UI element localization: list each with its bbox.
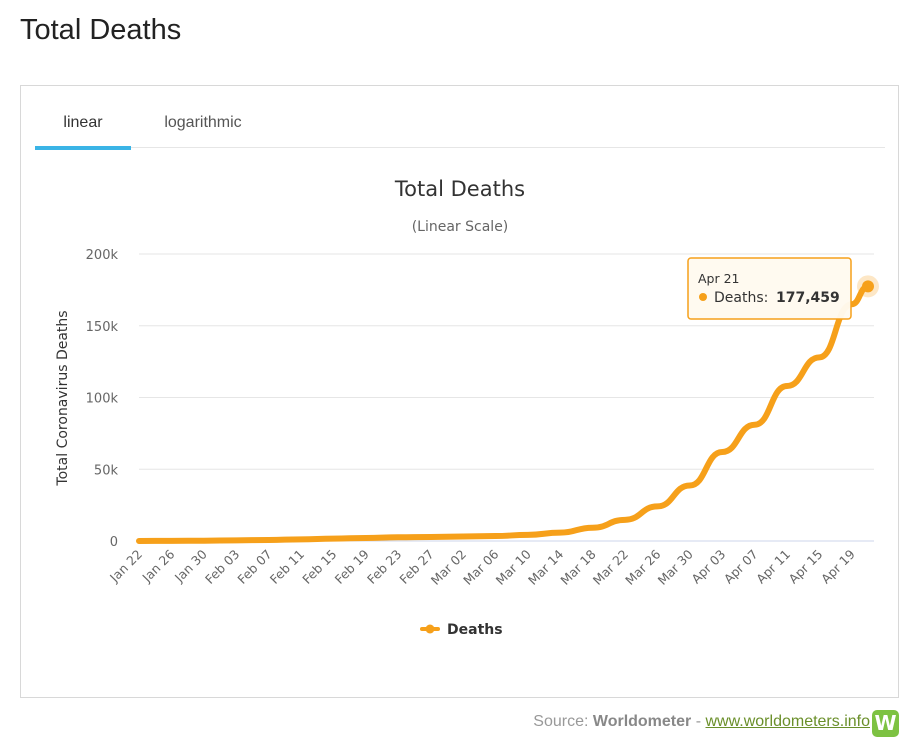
x-tick-label: Mar 18	[557, 546, 598, 587]
x-tick-label: Mar 30	[655, 546, 696, 587]
source-separator: -	[695, 713, 702, 730]
y-axis-ticks: 0 50k 100k 150k 200k	[86, 248, 119, 550]
x-tick-label: Jan 22	[106, 547, 145, 586]
page-title: Total Deaths	[20, 14, 182, 46]
x-tick-label: Mar 10	[493, 546, 534, 587]
x-tick-label: Feb 03	[202, 547, 242, 587]
y-tick-label: 0	[110, 535, 118, 550]
x-tick-label: Apr 15	[786, 547, 826, 587]
x-tick-label: Mar 22	[590, 547, 631, 588]
source-name: Worldometer	[592, 713, 692, 730]
chart-title: Total Deaths	[394, 177, 525, 201]
chart-panel: linear logarithmic Total Deaths (Linear …	[20, 85, 899, 698]
scale-tabs: linear logarithmic	[35, 86, 885, 150]
x-tick-label: Mar 14	[525, 546, 566, 587]
x-tick-label: Feb 07	[234, 547, 274, 587]
chart-subtitle: (Linear Scale)	[412, 219, 509, 235]
source-prefix: Source:	[533, 713, 589, 730]
tooltip-label: Deaths:	[714, 290, 768, 306]
worldometer-logo-icon[interactable]: W	[872, 710, 899, 737]
x-tick-label: Mar 26	[622, 546, 663, 587]
x-tick-label: Apr 11	[753, 547, 793, 587]
y-tick-label: 100k	[86, 392, 119, 407]
legend-label: Deaths	[447, 622, 503, 638]
x-tick-label: Apr 03	[688, 547, 728, 587]
x-tick-label: Feb 23	[364, 547, 404, 587]
series-line-deaths[interactable]	[136, 283, 871, 544]
x-tick-label: Mar 02	[428, 547, 469, 588]
tooltip-box	[687, 257, 852, 320]
y-tick-label: 50k	[94, 463, 119, 478]
source-credit: Source: Worldometer - www.worldometers.i…	[533, 713, 870, 731]
series-deaths[interactable]	[136, 275, 879, 544]
tooltip: Apr 21 Deaths: 177,459	[687, 257, 852, 320]
x-tick-label: Feb 19	[332, 546, 372, 586]
tooltip-value: 177,459	[776, 290, 840, 306]
source-link[interactable]: www.worldometers.info	[705, 713, 871, 730]
data-point-apr-21[interactable]	[862, 280, 874, 293]
tooltip-marker-icon	[699, 293, 707, 301]
y-axis-label: Total Coronavirus Deaths	[55, 310, 71, 486]
deaths-chart: Total Deaths (Linear Scale) 0 50k 100k 150k…	[55, 177, 879, 638]
tab-linear[interactable]: linear	[35, 86, 131, 150]
x-tick-label: Feb 11	[267, 547, 307, 587]
legend-marker-icon	[425, 624, 435, 634]
x-tick-label: Feb 15	[299, 547, 339, 587]
x-tick-label: Apr 07	[721, 547, 761, 587]
y-tick-label: 150k	[86, 320, 119, 335]
y-tick-label: 200k	[86, 248, 119, 263]
x-tick-label: Apr 19	[818, 546, 858, 586]
x-tick-label: Jan 26	[139, 546, 178, 585]
tab-logarithmic[interactable]: logarithmic	[164, 114, 242, 131]
tooltip-date: Apr 21	[698, 271, 740, 286]
legend[interactable]: Deaths	[420, 622, 503, 638]
x-tick-label: Mar 06	[460, 546, 501, 587]
